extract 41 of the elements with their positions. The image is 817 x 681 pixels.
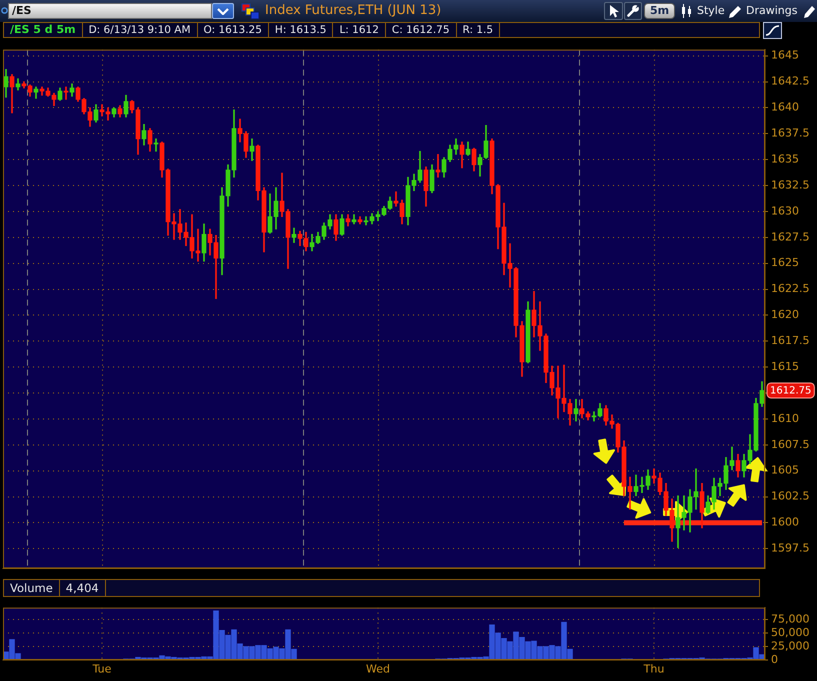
text: C: 1612.75 (386, 23, 457, 37)
text: Drawings (746, 3, 798, 19)
y-tick-label: 1602.5 (771, 490, 810, 503)
y-tick-label: 0 (771, 652, 778, 666)
text: 4,404 (60, 580, 106, 596)
y-tick-label: 50,000 (771, 626, 810, 639)
y-tick-label: 25,000 (771, 639, 810, 652)
chart-subtitle: /ES 5 d 5m (4, 23, 83, 37)
chart-title: Volume (4, 580, 60, 596)
text: 1612.75 (770, 386, 812, 397)
text: Style (697, 3, 725, 19)
text: L: 1612 (333, 23, 386, 37)
y-tick-label: 1627.5 (771, 230, 810, 244)
y-tick-label: 1600 (771, 516, 799, 529)
y-tick-label: 1605 (771, 464, 799, 477)
button: 5m (644, 3, 675, 19)
x-tick-label: Tue (92, 662, 112, 676)
chart-title: Index Futures,ETH (JUN 13) (265, 3, 442, 19)
y-tick-label: 1607.5 (771, 438, 810, 451)
text: R: 1.5 (456, 23, 500, 37)
y-tick-label: 1610 (771, 412, 799, 425)
y-tick-label: 1642.5 (771, 74, 810, 88)
y-tick-label: 1630 (771, 204, 799, 218)
y-tick-label: 1635 (771, 152, 799, 166)
y-tick-label: 1632.5 (771, 178, 810, 192)
y-tick-label: 75,000 (771, 612, 810, 626)
y-tick-label: 1622.5 (771, 282, 810, 296)
y-tick-label: 1620 (771, 308, 799, 322)
y-tick-label: 1617.5 (771, 334, 810, 348)
text: D: 6/13/13 9:10 AM (82, 23, 198, 37)
y-tick-label: 1597.5 (771, 542, 810, 555)
y-tick-label: 1645 (771, 48, 799, 62)
text: O: 1613.25 (198, 23, 269, 37)
y-tick-label: 1625 (771, 256, 799, 270)
y-tick-label: 1640 (771, 100, 799, 114)
text-field: /ES (8, 3, 212, 19)
y-tick-label: 1615 (771, 360, 799, 373)
x-tick-label: Wed (366, 662, 390, 676)
x-tick-label: Thu (642, 662, 664, 676)
y-tick-label: 1637.5 (771, 126, 810, 140)
text: H: 1613.5 (268, 23, 334, 37)
